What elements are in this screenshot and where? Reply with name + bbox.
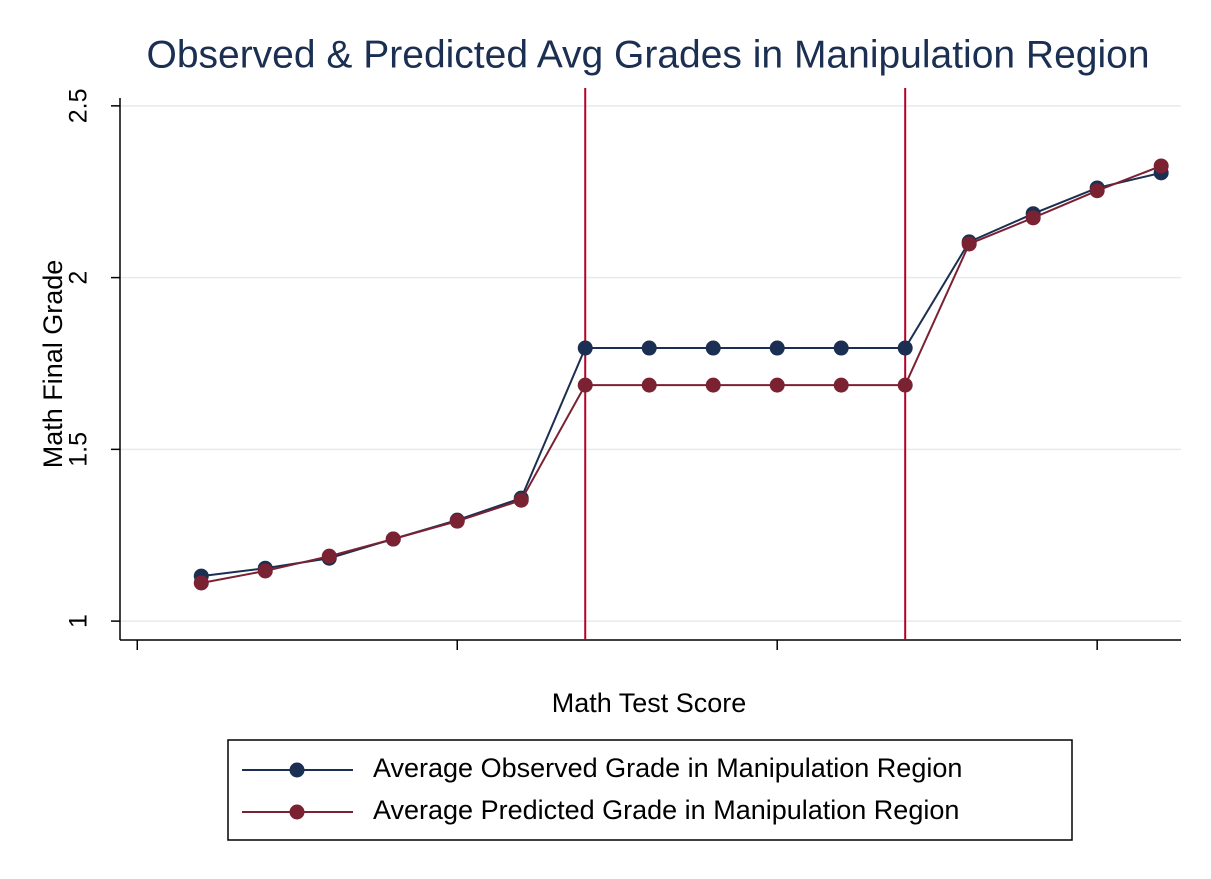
data-point [641,377,657,393]
legend-label: Average Predicted Grade in Manipulation … [373,795,959,825]
data-point [961,236,977,252]
y-tick-label: 2 [65,271,93,285]
data-point [1153,158,1169,174]
data-point [705,340,721,356]
data-point [385,531,401,547]
legend-box [227,739,1073,841]
data-point [321,548,337,564]
data-point [833,377,849,393]
data-point [193,575,209,591]
data-point [769,340,785,356]
y-axis-label: Math Final Grade [38,260,68,469]
legend-marker [289,804,305,820]
data-point [641,340,657,356]
data-point [1089,183,1105,199]
data-point [897,377,913,393]
data-point [257,563,273,579]
data-point [769,377,785,393]
y-tick-label: 1 [65,614,93,628]
chart-title: Observed & Predicted Avg Grades in Manip… [146,33,1149,76]
legend-marker [289,762,305,778]
data-point [1025,210,1041,226]
data-point [833,340,849,356]
data-point [577,377,593,393]
series-line [201,171,1162,578]
series-line [201,165,1162,584]
x-axis-label: Math Test Score [552,688,747,718]
y-tick-label: 2.5 [65,88,93,123]
data-point [513,492,529,508]
data-point [577,340,593,356]
data-point [449,513,465,529]
data-point [705,377,721,393]
y-tick-label: 1.5 [65,432,93,467]
legend-label: Average Observed Grade in Manipulation R… [373,753,962,783]
data-point [897,340,913,356]
